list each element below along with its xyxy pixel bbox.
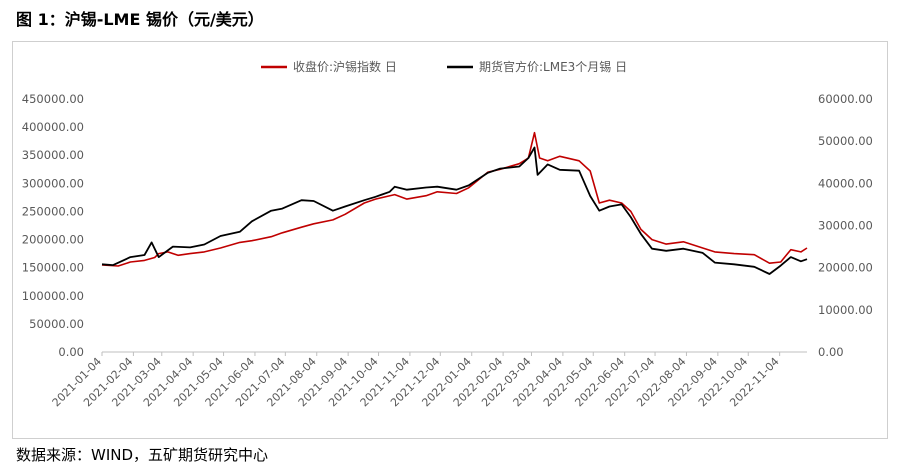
legend-label: 期货官方价:LME3个月锡 日 xyxy=(479,59,627,74)
y-left-tick-label: 150000.00 xyxy=(22,261,84,275)
y-left-tick-label: 400000.00 xyxy=(22,120,84,134)
y-right-tick-label: 50000.00 xyxy=(818,134,873,148)
y-axis-right: 0.00 10000.00 20000.00 30000.00 40000.00 5000… xyxy=(818,92,873,359)
y-left-tick-label: 0.00 xyxy=(58,345,84,359)
series-lines xyxy=(101,131,808,275)
y-axis-left: 0.00 50000.00 100000.00 150000.00 200000.00 2… xyxy=(22,92,84,359)
y-left-tick-label: 250000.00 xyxy=(22,204,84,218)
legend: 收盘价:沪锡指数 日 期货官方价:LME3个月锡 日 xyxy=(261,59,627,74)
legend-label: 收盘价:沪锡指数 日 xyxy=(293,59,397,74)
y-left-tick-label: 300000.00 xyxy=(22,176,84,190)
line-chart: 收盘价:沪锡指数 日 期货官方价:LME3个月锡 日 0.00 50000.00 10… xyxy=(22,59,873,409)
chart-frame: 收盘价:沪锡指数 日 期货官方价:LME3个月锡 日 0.00 50000.00 10… xyxy=(12,41,888,439)
y-right-tick-label: 20000.00 xyxy=(818,261,873,275)
y-left-tick-label: 350000.00 xyxy=(22,148,84,162)
y-left-tick-label: 50000.00 xyxy=(29,317,84,331)
series-line-shfe-tin xyxy=(101,131,808,267)
figure-title: 图 1：沪锡-LME 锡价（元/美元） xyxy=(16,10,264,29)
y-right-tick-label: 0.00 xyxy=(818,345,844,359)
y-right-tick-label: 40000.00 xyxy=(818,176,873,190)
y-right-tick-label: 10000.00 xyxy=(818,303,873,317)
y-left-tick-label: 200000.00 xyxy=(22,233,84,247)
y-right-tick-label: 60000.00 xyxy=(818,92,873,106)
source-note: 数据来源：WIND，五矿期货研究中心 xyxy=(16,446,269,464)
y-left-tick-label: 450000.00 xyxy=(22,92,84,106)
y-left-tick-label: 100000.00 xyxy=(22,289,84,303)
series-line-lme-tin xyxy=(101,146,808,275)
y-right-tick-label: 30000.00 xyxy=(818,219,873,233)
x-axis: 2021-01-042021-02-042021-03-042021-04-04… xyxy=(50,351,807,409)
